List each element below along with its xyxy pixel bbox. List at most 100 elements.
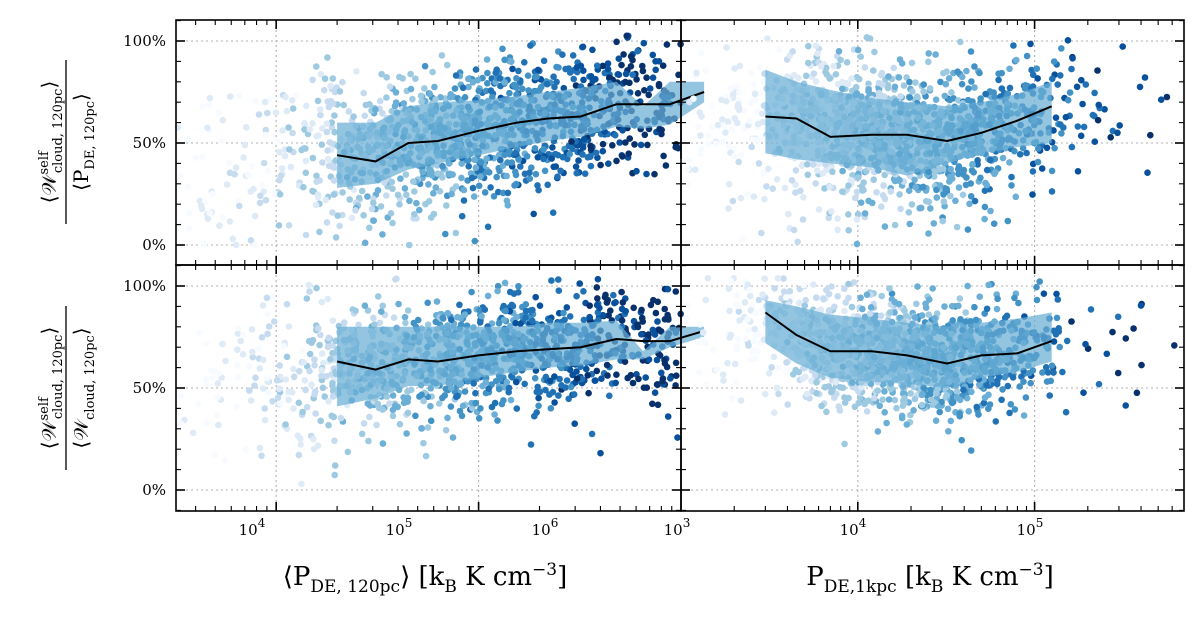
scatter-point xyxy=(392,99,400,106)
scatter-point xyxy=(992,418,1000,425)
scatter-point xyxy=(834,293,841,300)
scatter-point xyxy=(353,68,360,75)
scatter-point xyxy=(927,205,934,212)
scatter-point xyxy=(573,169,580,177)
scatter-point xyxy=(725,205,732,212)
scatter-point xyxy=(967,447,975,454)
scatter-point xyxy=(661,360,669,367)
scatter-point xyxy=(771,285,778,292)
scatter-point xyxy=(584,372,591,379)
scatter-point xyxy=(623,32,630,40)
scatter-point xyxy=(275,385,283,393)
scatter-point xyxy=(242,446,250,454)
scatter-point xyxy=(622,139,629,146)
scatter-point xyxy=(736,88,743,96)
scatter-point xyxy=(1119,43,1126,50)
scatter-point xyxy=(763,183,770,190)
scatter-point xyxy=(1122,402,1129,409)
scatter-point xyxy=(512,84,520,91)
scatter-point xyxy=(416,206,423,214)
scatter-point xyxy=(874,387,882,395)
scatter-point xyxy=(519,85,526,93)
scatter-point xyxy=(729,91,737,99)
scatter-point xyxy=(274,394,282,402)
scatter-point xyxy=(495,151,503,159)
scatter-point xyxy=(404,409,412,417)
scatter-point xyxy=(598,375,605,383)
scatter-point xyxy=(633,167,640,175)
scatter-point xyxy=(404,307,412,314)
scatter-point xyxy=(649,400,656,408)
scatter-point xyxy=(865,86,872,93)
scatter-point xyxy=(781,184,789,192)
scatter-point xyxy=(675,71,682,79)
scatter-point xyxy=(281,152,289,160)
scatter-point xyxy=(555,392,562,399)
scatter-point xyxy=(412,412,419,420)
scatter-point xyxy=(478,313,485,320)
scatter-point xyxy=(908,201,916,208)
scatter-point xyxy=(272,109,280,116)
scatter-point xyxy=(854,211,862,218)
scatter-point xyxy=(378,70,385,78)
scatter-point xyxy=(361,302,369,310)
scatter-point xyxy=(825,214,832,222)
scatter-point xyxy=(560,309,567,317)
scatter-point xyxy=(956,410,963,417)
scatter-point xyxy=(443,61,451,69)
scatter-point xyxy=(642,374,649,381)
scatter-point xyxy=(218,138,226,145)
scatter-point xyxy=(361,112,369,120)
scatter-point xyxy=(695,123,702,131)
scatter-point xyxy=(262,126,270,134)
scatter-point xyxy=(738,236,746,243)
scatter-point xyxy=(506,57,513,65)
scatter-point xyxy=(493,173,501,181)
scatter-point xyxy=(360,420,368,427)
scatter-point xyxy=(857,294,864,302)
scatter-point xyxy=(832,71,840,78)
scatter-point xyxy=(317,111,324,119)
scatter-point xyxy=(1080,389,1087,397)
scatter-point xyxy=(374,293,382,300)
scatter-point xyxy=(531,374,539,382)
scatter-point xyxy=(263,374,271,382)
scatter-point xyxy=(484,223,492,231)
scatter-point xyxy=(844,80,852,88)
scatter-point xyxy=(400,100,408,107)
scatter-point xyxy=(758,229,765,237)
scatter-point xyxy=(373,421,380,429)
scatter-point xyxy=(881,223,889,230)
scatter-point xyxy=(211,367,219,375)
scatter-point xyxy=(431,83,438,91)
scatter-point xyxy=(800,194,807,201)
scatter-point xyxy=(331,128,338,136)
scatter-point xyxy=(316,341,323,349)
scatter-point xyxy=(620,51,627,58)
scatter-point xyxy=(535,186,542,194)
scatter-point xyxy=(379,302,387,310)
scatter-point xyxy=(524,72,532,79)
scatter-point xyxy=(203,381,211,388)
scatter-point xyxy=(368,205,376,213)
scatter-point xyxy=(452,229,460,237)
scatter-point xyxy=(913,93,921,100)
scatter-point xyxy=(529,317,536,325)
scatter-point xyxy=(513,405,521,412)
scatter-point xyxy=(301,121,309,128)
scatter-point xyxy=(352,307,359,315)
scatter-point xyxy=(966,200,973,208)
scatter-point xyxy=(439,162,446,170)
scatter-point xyxy=(386,83,394,90)
scatter-point xyxy=(261,416,269,424)
scatter-point xyxy=(823,408,830,416)
scatter-point xyxy=(853,216,861,223)
scatter-point xyxy=(967,48,975,55)
scatter-point xyxy=(758,307,765,315)
scatter-point xyxy=(401,313,409,321)
scatter-point xyxy=(433,298,441,305)
scatter-point xyxy=(737,194,745,202)
scatter-point xyxy=(834,226,841,234)
scatter-point xyxy=(200,240,208,247)
scatter-point xyxy=(726,307,733,315)
